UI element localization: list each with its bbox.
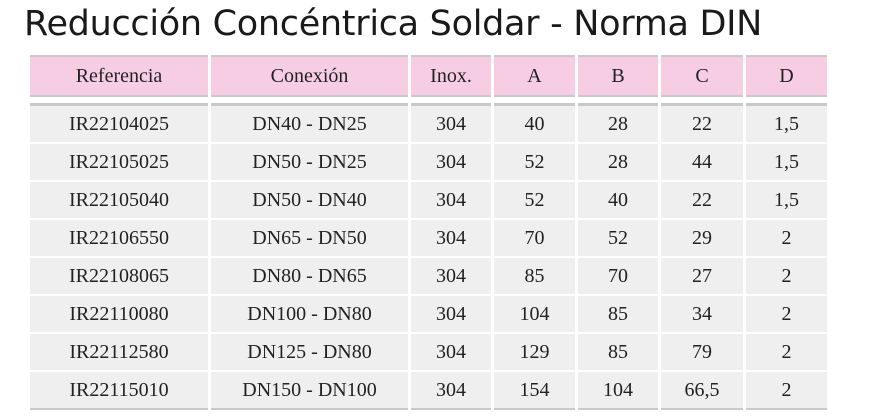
cell-c: 22 (661, 106, 743, 144)
cell-conexion: DN50 - DN25 (211, 144, 408, 182)
table-row: IR22112580 DN125 - DN80 304 129 85 79 2 (30, 334, 827, 372)
cell-a: 70 (494, 220, 575, 258)
cell-b: 104 (578, 372, 658, 410)
cell-referencia: IR22115010 (30, 372, 208, 410)
cell-inox: 304 (411, 144, 491, 182)
cell-a: 104 (494, 296, 575, 334)
cell-c: 34 (661, 296, 743, 334)
cell-conexion: DN50 - DN40 (211, 182, 408, 220)
table-row: IR22110080 DN100 - DN80 304 104 85 34 2 (30, 296, 827, 334)
product-table: Referencia Conexión Inox. A B C D IR2210… (27, 55, 830, 410)
cell-d: 2 (746, 258, 827, 296)
cell-b: 52 (578, 220, 658, 258)
cell-a: 129 (494, 334, 575, 372)
cell-inox: 304 (411, 372, 491, 410)
cell-inox: 304 (411, 334, 491, 372)
cell-conexion: DN150 - DN100 (211, 372, 408, 410)
cell-d: 2 (746, 334, 827, 372)
cell-conexion: DN65 - DN50 (211, 220, 408, 258)
cell-b: 28 (578, 144, 658, 182)
cell-d: 2 (746, 220, 827, 258)
cell-referencia: IR22110080 (30, 296, 208, 334)
cell-conexion: DN40 - DN25 (211, 106, 408, 144)
cell-b: 70 (578, 258, 658, 296)
cell-a: 154 (494, 372, 575, 410)
cell-inox: 304 (411, 182, 491, 220)
cell-referencia: IR22108065 (30, 258, 208, 296)
cell-d: 1,5 (746, 144, 827, 182)
cell-inox: 304 (411, 220, 491, 258)
cell-conexion: DN100 - DN80 (211, 296, 408, 334)
header-c: C (661, 55, 743, 97)
cell-a: 52 (494, 144, 575, 182)
cell-c: 27 (661, 258, 743, 296)
cell-c: 79 (661, 334, 743, 372)
cell-d: 1,5 (746, 182, 827, 220)
table-header-row: Referencia Conexión Inox. A B C D (30, 55, 827, 97)
cell-inox: 304 (411, 296, 491, 334)
cell-conexion: DN125 - DN80 (211, 334, 408, 372)
table-row: IR22106550 DN65 - DN50 304 70 52 29 2 (30, 220, 827, 258)
table-row: IR22115010 DN150 - DN100 304 154 104 66,5 2 (30, 372, 827, 410)
cell-d: 2 (746, 372, 827, 410)
cell-b: 85 (578, 296, 658, 334)
cell-b: 40 (578, 182, 658, 220)
cell-inox: 304 (411, 258, 491, 296)
header-conexion: Conexión (211, 55, 408, 97)
cell-c: 29 (661, 220, 743, 258)
cell-b: 28 (578, 106, 658, 144)
cell-c: 22 (661, 182, 743, 220)
cell-referencia: IR22112580 (30, 334, 208, 372)
cell-c: 44 (661, 144, 743, 182)
cell-a: 85 (494, 258, 575, 296)
table-row: IR22105040 DN50 - DN40 304 52 40 22 1,5 (30, 182, 827, 220)
cell-referencia: IR22106550 (30, 220, 208, 258)
cell-referencia: IR22104025 (30, 106, 208, 144)
header-inox: Inox. (411, 55, 491, 97)
cell-d: 2 (746, 296, 827, 334)
table-body: IR22104025 DN40 - DN25 304 40 28 22 1,5 IR22105… (30, 97, 827, 410)
table-row: IR22105025 DN50 - DN25 304 52 28 44 1,5 (30, 144, 827, 182)
header-b: B (578, 55, 658, 97)
cell-inox: 304 (411, 106, 491, 144)
cell-referencia: IR22105025 (30, 144, 208, 182)
header-d: D (746, 55, 827, 97)
cell-conexion: DN80 - DN65 (211, 258, 408, 296)
table-row: IR22108065 DN80 - DN65 304 85 70 27 2 (30, 258, 827, 296)
cell-d: 1,5 (746, 106, 827, 144)
cell-referencia: IR22105040 (30, 182, 208, 220)
header-a: A (494, 55, 575, 97)
cell-b: 85 (578, 334, 658, 372)
cell-a: 52 (494, 182, 575, 220)
header-gap (30, 97, 827, 106)
page-title: Reducción Concéntrica Soldar - Norma DIN (24, 4, 763, 44)
cell-a: 40 (494, 106, 575, 144)
header-referencia: Referencia (30, 55, 208, 97)
table-row: IR22104025 DN40 - DN25 304 40 28 22 1,5 (30, 106, 827, 144)
cell-c: 66,5 (661, 372, 743, 410)
